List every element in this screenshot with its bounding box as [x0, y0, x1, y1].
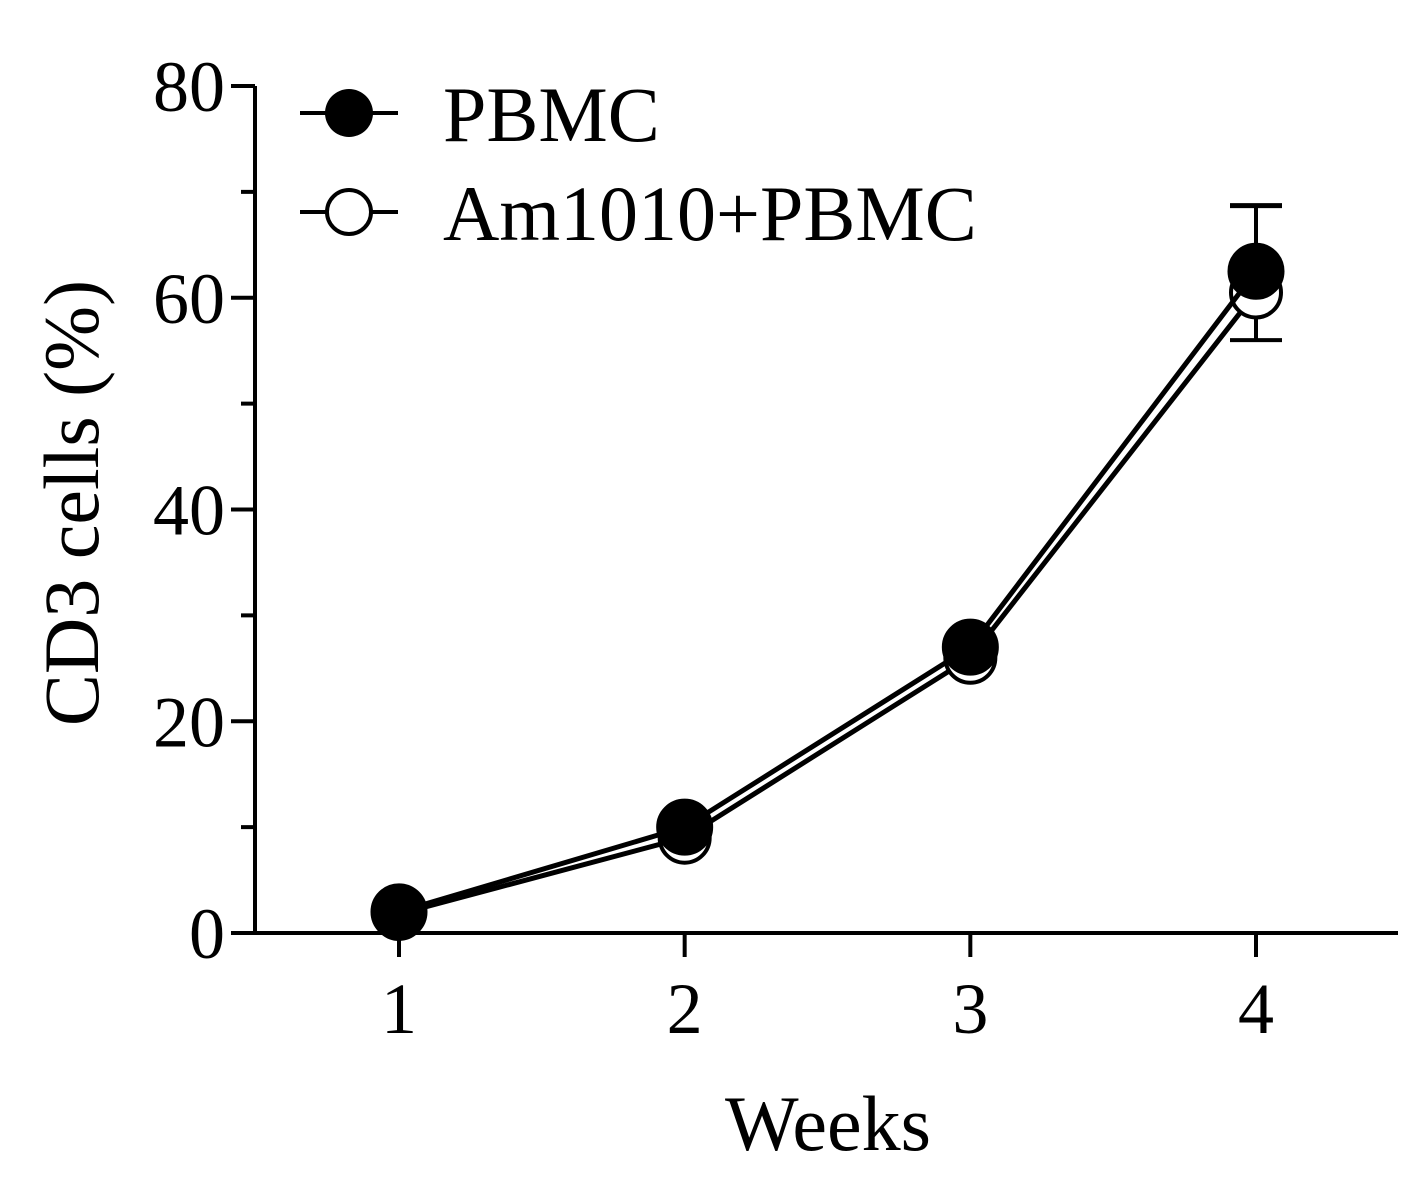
data-point — [1227, 242, 1285, 300]
y-tick-label: 0 — [189, 894, 225, 974]
x-axis-ticks: 1 2 3 4 — [381, 933, 1274, 1049]
series-pbmc — [370, 203, 1285, 941]
x-tick-label: 4 — [1238, 969, 1274, 1049]
legend-marker — [325, 188, 373, 236]
y-tick-label: 40 — [153, 471, 225, 551]
legend-label: Am1010+PBMC — [443, 170, 977, 257]
legend: PBMC Am1010+PBMC — [300, 71, 977, 257]
axes: 0 20 40 60 80 1 2 3 4 — [153, 47, 1398, 1049]
legend-marker — [325, 89, 373, 137]
legend-item-am1010-pbmc: Am1010+PBMC — [300, 170, 977, 257]
y-tick-label: 80 — [153, 47, 225, 127]
y-tick-label: 60 — [153, 259, 225, 339]
legend-label: PBMC — [443, 71, 660, 158]
x-axis-title: Weeks — [725, 1080, 931, 1167]
data-point — [370, 883, 428, 941]
y-axis-ticks: 0 20 40 60 80 — [153, 47, 255, 974]
data-point — [656, 798, 714, 856]
plot-area — [370, 203, 1285, 941]
series-line — [398, 269, 1258, 915]
legend-item-pbmc: PBMC — [300, 71, 660, 158]
y-tick-label: 20 — [153, 682, 225, 762]
series-am1010-pbmc — [372, 265, 1284, 941]
x-tick-label: 3 — [952, 969, 988, 1049]
data-point — [941, 618, 999, 676]
x-tick-label: 2 — [667, 969, 703, 1049]
x-tick-label: 1 — [381, 969, 417, 1049]
series-line — [398, 290, 1258, 917]
y-axis-title: CD3 cells (%) — [28, 280, 115, 726]
